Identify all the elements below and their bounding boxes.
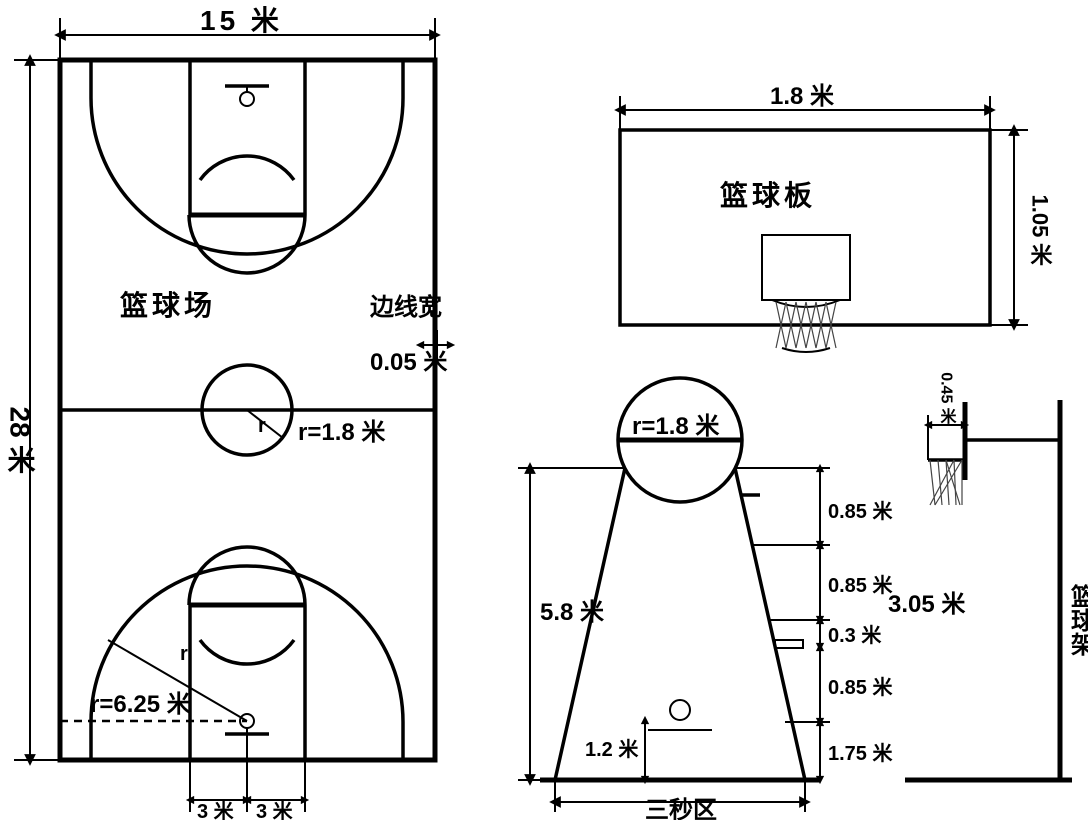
lane-3m-right: 3 米: [256, 800, 294, 820]
top-ft-arc-lower: [189, 215, 305, 273]
court-top-half: [91, 60, 403, 273]
ring-label: 0.45 米: [938, 372, 957, 425]
key-hoop: [670, 700, 690, 720]
court-width-label: 15 米: [200, 5, 283, 36]
backboard-diagram: 1.8 米 1.05 米 篮球板: [620, 83, 1053, 352]
key-height-label: 5.8 米: [540, 599, 604, 626]
key-hash-dims: 0.85 米 0.85 米 0.3 米 0.85 米 1.75 米: [735, 468, 893, 780]
center-r-label: r=1.8 米: [298, 419, 385, 446]
three-pt-r-label: r=6.25 米: [90, 691, 191, 718]
hash-1: 0.85 米: [828, 574, 893, 597]
hash-0: 0.85 米: [828, 500, 893, 523]
hash-4: 1.75 米: [828, 742, 893, 765]
hash-3: 0.85 米: [828, 676, 893, 699]
sideline-width-callout: 边线宽 0.05 米: [370, 293, 451, 376]
center-r-letter: r: [258, 415, 266, 437]
backboard-rect: [620, 130, 990, 325]
court-label: 篮球场: [119, 289, 216, 321]
lane-3m-left: 3 米: [197, 800, 235, 820]
top-hoop: [240, 92, 254, 106]
bot-ft-arc-upper: [189, 547, 305, 605]
court-diagram: r r=1.8 米: [5, 5, 452, 820]
key-r-label: r=1.8 米: [632, 413, 719, 440]
backboard-inner-rect: [762, 235, 850, 300]
key-lane-right: [735, 468, 805, 780]
court-length-label: 28 米: [5, 407, 36, 474]
court-bottom-half: r r=6.25 米: [60, 547, 403, 760]
key-zone-label: 三秒区: [645, 797, 717, 820]
backboard-net: [776, 302, 836, 352]
backboard-width-label: 1.8 米: [770, 83, 834, 110]
backboard-height-label: 1.05 米: [1028, 195, 1053, 266]
hash-2: 0.3 米: [828, 624, 882, 647]
bot-r-letter: r: [180, 643, 188, 665]
sideline-width-value: 0.05 米: [370, 349, 447, 376]
top-ft-arc-upper: [200, 156, 294, 180]
key-zone-diagram: r=1.8 米 0.85 米 0.85 米 0.3 米 0.85 米: [518, 378, 893, 820]
hoop-baseline-label: 1.2 米: [585, 738, 639, 761]
bot-ft-arc-lower: [200, 640, 294, 664]
hoop-stand-diagram: 0.45 米 3.05 米 篮球架: [888, 372, 1088, 780]
backboard-label: 篮球板: [719, 179, 816, 211]
sideline-width-title: 边线宽: [370, 293, 442, 321]
hoop-stand-label: 篮球架: [1067, 583, 1088, 656]
stand-net: [930, 460, 962, 505]
rim-height-label: 3.05 米: [888, 591, 965, 618]
dim-lane-width: 3 米 3 米: [190, 728, 305, 820]
top-3pt-arc: [91, 98, 403, 254]
